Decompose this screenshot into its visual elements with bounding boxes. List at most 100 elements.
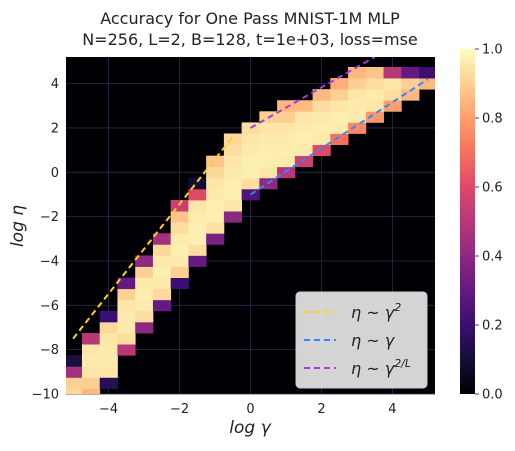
y-axis-label: log η [8,205,28,247]
colorbar-tick-label: 0.8 [482,112,503,127]
heatmap-cell [81,388,101,394]
heatmap-cell [152,299,172,312]
colorbar-ticks: 0.0 0.2 0.4 0.6 0.8 1.0 [475,43,503,403]
heatmap-cell [135,321,154,334]
heatmap-cell [312,133,331,145]
heatmap-cell [66,355,83,367]
heatmap-cell [135,310,154,323]
heatmap-cell [81,355,101,367]
colorbar-tick-label: 1.0 [482,43,503,58]
heatmap-cell [401,66,420,79]
heatmap-cell [170,266,189,279]
heatmap-cell [135,277,154,290]
heatmap-cell [365,66,384,79]
heatmap-cell [152,255,172,267]
heatmap-cell [152,266,172,279]
heatmap-cell [223,166,243,179]
heatmap-cell [66,366,83,378]
heatmap-cell [294,144,313,157]
legend-entries: η ~ γ2 η ~ γ η ~ γ2/L [304,301,411,378]
y-tick-label: −4 [40,254,59,269]
heatmap-cell [259,144,278,157]
heatmap-cell [259,166,278,179]
heatmap-cell [419,78,435,90]
heatmap-cell [277,144,296,157]
legend-box [295,291,428,389]
heatmap-cell [294,100,313,112]
heatmap-cell [365,89,384,101]
chart-subtitle: N=256, L=2, B=128, t=1e+03, loss=mse [82,30,418,49]
heatmap-cell [294,111,313,123]
guide-line [250,57,376,129]
heatmap-cell [241,177,260,190]
heatmap-cell [188,244,207,256]
heatmap-cell [259,155,278,168]
heatmap-cell [277,155,296,168]
x-axis-ticks: −4 −2 0 2 4 [99,402,397,417]
guide-line [249,78,429,196]
heatmap-cell [365,111,384,123]
colorbar-tick-label: 0.6 [482,181,503,196]
heatmap-cell [277,122,296,134]
heatmap-cell [206,155,225,168]
x-tick-label: 2 [317,402,325,417]
heatmap-cell [206,200,225,212]
heatmap-cell [206,233,225,245]
heatmap-cell [241,144,260,157]
guide-line [72,136,234,340]
heatmap-cell [383,66,402,79]
y-tick-label: 2 [51,121,59,136]
guide-lines [72,57,429,340]
heatmap-cell [170,233,189,245]
heatmap-cell [170,277,189,290]
heatmap-cell [117,310,136,323]
heatmap-cell [117,299,136,312]
heatmap-cell [152,288,172,301]
heatmap-cell [223,200,243,212]
heatmap-cell [348,100,367,112]
heatmap-cell [206,211,225,223]
heatmap-cell [223,144,243,157]
x-tick-label: −2 [170,402,189,417]
heatmap-cell [135,266,154,279]
heatmap-cell [81,366,101,378]
heatmap-cell [294,155,313,168]
heatmap-cell [99,366,118,378]
heatmap-cell [170,244,189,256]
heatmap-cell [312,144,331,157]
heatmap-cell [401,78,420,90]
heatmap-cell [419,66,435,79]
heatmap-cell [117,333,136,345]
heatmap-cell [206,177,225,190]
heatmap-cell [170,255,189,267]
heatmap-cells [66,66,435,394]
heatmap-cell [241,166,260,179]
heatmap-cell [277,166,296,179]
y-tick-label: −8 [40,343,59,358]
colorbar-tick-label: 0.2 [482,319,503,334]
heatmap-cell [223,188,243,201]
heatmap-cell [99,344,118,356]
heatmap-cell [277,133,296,145]
heatmap-cell [223,211,243,223]
y-axis-ticks: −10 −8 −6 −4 −2 0 2 4 [32,77,59,402]
heatmap-cell [170,222,189,234]
chart-title: Accuracy for One Pass MNIST-1M MLP [100,9,400,28]
heatmap-cell [206,222,225,234]
heatmap-cell [188,255,207,267]
heatmap-cell [117,344,136,356]
heatmap-cell [223,177,243,190]
heatmap-cell [66,388,83,394]
y-tick-label: −6 [40,299,59,314]
heatmap-cell [312,89,331,101]
colorbar-tick-label: 0.4 [482,250,503,265]
heatmap-cell [330,122,349,134]
y-tick-label: 0 [51,166,59,181]
x-tick-label: 4 [388,402,396,417]
heatmap-cell [206,188,225,201]
heatmap-cell [223,133,243,145]
heatmap-cell [99,377,118,389]
y-tick-label: −10 [32,388,59,403]
heatmap-cell [330,111,349,123]
